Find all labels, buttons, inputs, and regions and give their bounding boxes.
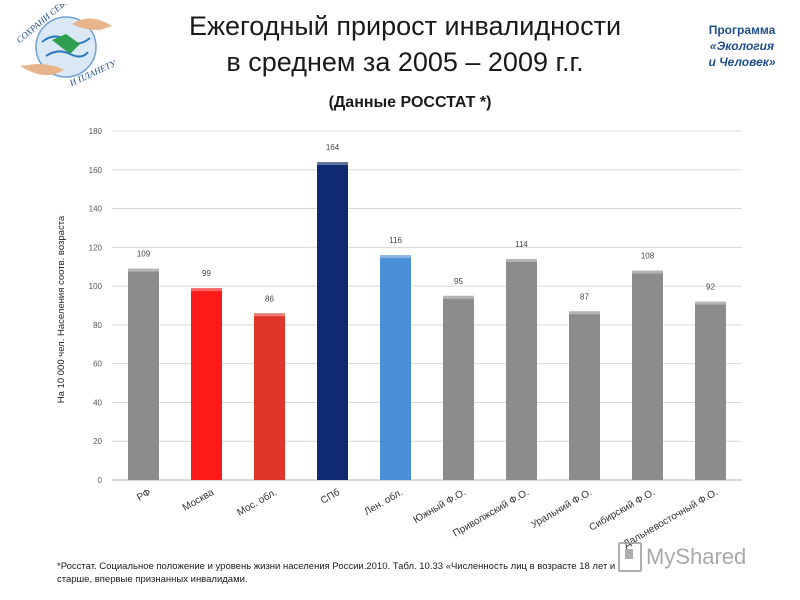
x-tick-label: Лен. обл.	[362, 486, 405, 518]
y-tick-label: 80	[93, 321, 102, 330]
program-line-1: Программа	[708, 23, 776, 37]
bar-highlight	[443, 295, 474, 299]
data-label: 108	[641, 252, 655, 261]
program-line-3: и Человек»	[708, 55, 776, 69]
bar	[191, 288, 222, 480]
chart-subtitle: (Данные РОССТАТ *)	[328, 94, 492, 111]
x-tick-label: Мос. обл.	[235, 486, 279, 518]
footnote-line-2: старше, впервые признанных инвалидами.	[57, 574, 248, 585]
watermark: MyShared	[618, 540, 746, 574]
data-label: 116	[389, 236, 402, 245]
title-line-1: Ежегодный прирост инвалидности	[188, 11, 622, 41]
x-tick-label: РФ	[135, 487, 153, 504]
y-axis-label: На 10 000 чел. Населения соотв. возраста	[56, 215, 67, 403]
bar-highlight	[569, 311, 600, 315]
data-label: 87	[580, 292, 589, 301]
y-tick-label: 20	[93, 437, 102, 446]
x-tick-label: Уральний Ф.О.	[529, 487, 594, 531]
data-label: 92	[706, 283, 715, 292]
y-tick-label: 60	[93, 360, 102, 369]
x-tick-label: СПб	[319, 486, 343, 507]
y-tick-label: 40	[93, 398, 102, 407]
bar-highlight	[380, 255, 411, 259]
bar-highlight	[254, 313, 285, 317]
bar	[506, 258, 537, 480]
data-label: 114	[515, 240, 528, 249]
y-tick-label: 0	[98, 476, 103, 485]
bar-highlight	[632, 270, 663, 274]
bar-highlight	[191, 288, 222, 292]
bar	[317, 162, 348, 480]
bar-highlight	[506, 258, 537, 262]
bar-highlight	[695, 301, 726, 305]
bar	[569, 311, 600, 480]
bar	[254, 313, 285, 480]
title-line-2: в среднем за 2005 – 2009 г.г.	[226, 47, 584, 77]
data-label: 95	[454, 277, 463, 286]
data-label: 99	[202, 269, 211, 278]
program-label: Программа «Экология и Человек»	[688, 22, 796, 70]
bar-highlight	[317, 162, 348, 166]
bar	[443, 295, 474, 480]
bar	[695, 301, 726, 480]
data-label: 109	[137, 250, 151, 259]
watermark-text: MyShared	[646, 544, 747, 569]
bar-highlight	[128, 268, 159, 272]
x-tick-label: Южный Ф.О.	[412, 487, 468, 526]
bar	[380, 255, 411, 480]
page-title: Ежегодный прирост инвалидности в среднем…	[140, 8, 670, 80]
data-label: 86	[265, 294, 274, 303]
bar	[128, 268, 159, 480]
y-tick-label: 120	[89, 243, 103, 252]
y-tick-label: 160	[89, 166, 103, 175]
program-line-2: «Экология	[709, 39, 775, 53]
x-tick-label: Москва	[181, 487, 216, 514]
y-tick-label: 100	[89, 282, 103, 291]
y-tick-label: 140	[89, 205, 103, 214]
y-tick-label: 180	[89, 127, 103, 136]
presentation-icon	[618, 542, 642, 572]
bar	[632, 270, 663, 480]
footnote-line-1: *Росстат. Социальное положение и уровень…	[57, 561, 616, 572]
footnote: *Росстат. Социальное положение и уровень…	[57, 560, 657, 586]
globe-hands-logo: СОХРАНИ СЕБЯ И ПЛАНЕТУ	[14, 4, 118, 89]
data-label: 164	[326, 143, 340, 152]
